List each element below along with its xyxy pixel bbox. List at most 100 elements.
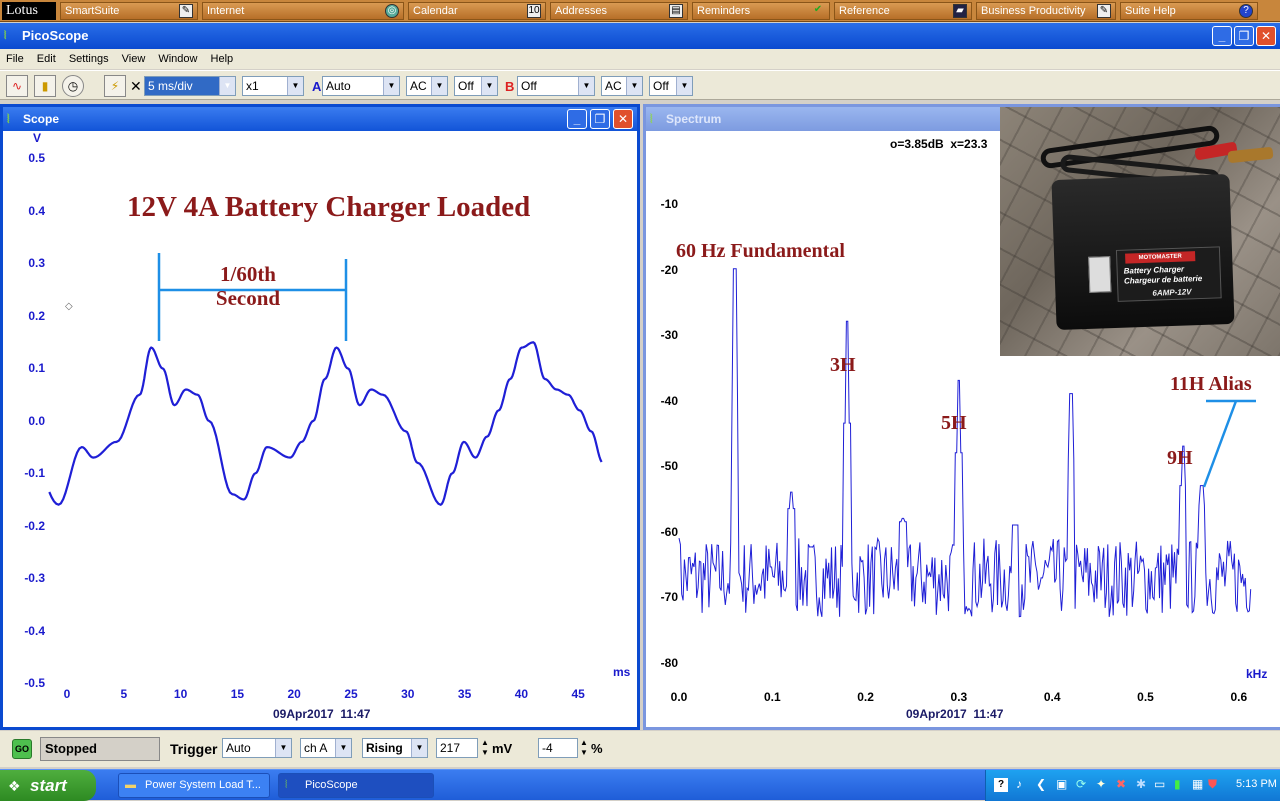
menu-edit[interactable]: Edit bbox=[36, 53, 56, 65]
tray-network-icon[interactable]: ▣ bbox=[1056, 777, 1068, 791]
scope-x-tick: 0 bbox=[63, 687, 71, 701]
globe-icon: ◎ bbox=[385, 4, 399, 18]
trigger-edge-select[interactable]: Rising ▼ bbox=[362, 738, 428, 758]
timebase-select[interactable]: 5 ms/div ▼ bbox=[144, 76, 236, 96]
channel-a-range-select[interactable]: Auto ▼ bbox=[322, 76, 400, 96]
minimize-button[interactable]: _ bbox=[1212, 26, 1232, 46]
trigger-channel-select[interactable]: ch A ▼ bbox=[300, 738, 352, 758]
scope-maximize-button[interactable]: ❐ bbox=[590, 109, 610, 129]
scope-y-tick: 0.0 bbox=[28, 413, 45, 428]
go-button[interactable]: GO bbox=[12, 739, 32, 759]
spectrum-title: Spectrum bbox=[666, 112, 722, 126]
spectrum-y-tick: -60 bbox=[660, 524, 678, 539]
lotus-smartsuite[interactable]: SmartSuite ✎ bbox=[60, 2, 198, 20]
tray-display-icon[interactable]: ▦ bbox=[1192, 777, 1204, 791]
tray-monitor-icon[interactable]: ▭ bbox=[1154, 777, 1166, 791]
charger-label-panel: MOTOMASTER Battery Charger Chargeur de b… bbox=[1115, 246, 1222, 302]
tray-arrow-icon[interactable]: ❮ bbox=[1036, 777, 1047, 791]
charger-body: MOTOMASTER Battery Charger Chargeur de b… bbox=[1051, 173, 1235, 331]
channel-a-label: A bbox=[312, 79, 322, 94]
status-bar: GO Stopped Trigger Auto ▼ ch A ▼ Rising ▼ 2… bbox=[0, 731, 1280, 767]
tray-volume-icon[interactable]: ♪ bbox=[1016, 777, 1022, 791]
folder-icon: ▬ bbox=[125, 779, 136, 791]
tray-help-icon[interactable]: ? bbox=[994, 778, 1008, 792]
spectrum-x-unit: kHz bbox=[1246, 667, 1268, 681]
start-button[interactable]: ❖ start bbox=[0, 770, 96, 801]
spectrum-x-tick: 0.2 bbox=[857, 690, 874, 704]
trigger-level-spinner[interactable]: ▲ ▼ bbox=[481, 738, 489, 757]
lotus-logo[interactable]: Lotus bbox=[2, 2, 56, 20]
channel-a-coupling-select[interactable]: AC ▼ bbox=[406, 76, 448, 96]
tray-security-icon[interactable]: ⛊ bbox=[1208, 777, 1218, 791]
trigger-marker-icon[interactable]: ◇ bbox=[65, 301, 73, 312]
period-annotation-line2: Second bbox=[215, 286, 281, 310]
period-annotation-line1: 1/60th bbox=[219, 262, 276, 286]
smartsuite-icon: ✎ bbox=[179, 4, 193, 18]
channel-a-offset-select[interactable]: Off ▼ bbox=[454, 76, 498, 96]
multiplier-select[interactable]: x1 ▼ bbox=[242, 76, 304, 96]
lotus-addresses[interactable]: Addresses ▤ bbox=[550, 2, 688, 20]
scope-minimize-button[interactable]: _ bbox=[567, 109, 587, 129]
app-title: PicoScope bbox=[22, 28, 89, 43]
channel-b-label: B bbox=[505, 79, 515, 94]
spectrum-y-tick: -50 bbox=[660, 459, 678, 473]
menu-window[interactable]: Window bbox=[158, 53, 198, 65]
trigger-mode-select[interactable]: Auto ▼ bbox=[222, 738, 292, 758]
pretrigger-spinner[interactable]: ▲ ▼ bbox=[580, 738, 588, 757]
lotus-suite-help[interactable]: Suite Help? bbox=[1120, 2, 1258, 20]
lotus-reference[interactable]: Reference ▰ bbox=[834, 2, 972, 20]
lotus-business-productivity[interactable]: Business Productivity ✎ bbox=[976, 2, 1116, 20]
task-power-system[interactable]: ▬ Power System Load T... bbox=[118, 773, 270, 798]
spectrum-x-tick: 0.0 bbox=[670, 690, 688, 704]
maximize-button[interactable]: ❐ bbox=[1234, 26, 1254, 46]
tray-clock: 5:13 PM bbox=[1236, 778, 1277, 790]
menu-settings[interactable]: Settings bbox=[68, 53, 109, 65]
menu-file[interactable]: File bbox=[6, 53, 24, 65]
trigger-label: Trigger bbox=[170, 741, 218, 757]
eleventh-alias-label: 11H Alias bbox=[1170, 373, 1252, 395]
channel-b-range-select[interactable]: Off ▼ bbox=[517, 76, 595, 96]
fundamental-label: 60 Hz Fundamental bbox=[676, 240, 845, 262]
picoscope-task-icon: ⦚ bbox=[285, 779, 288, 791]
charger-meter bbox=[1088, 256, 1112, 293]
charger-brand: MOTOMASTER bbox=[1125, 251, 1196, 264]
run-state: Stopped bbox=[40, 737, 160, 761]
trigger-level-input[interactable]: 217 bbox=[436, 738, 478, 758]
signal-gen-icon[interactable]: ⚡ bbox=[104, 75, 126, 97]
scope-x-tick: 15 bbox=[230, 687, 245, 701]
lotus-calendar[interactable]: Calendar 10 bbox=[408, 2, 546, 20]
charger-line2: Chargeur de batterie bbox=[1123, 273, 1203, 286]
tray-bluetooth-icon[interactable]: ✱ bbox=[1136, 777, 1147, 791]
close-button[interactable]: ✕ bbox=[1256, 26, 1276, 46]
pretrigger-input[interactable]: -4 bbox=[538, 738, 578, 758]
channel-b-offset-select[interactable]: Off ▼ bbox=[649, 76, 693, 96]
tray-app-icon[interactable]: ✦ bbox=[1096, 777, 1107, 791]
tray-battery-icon[interactable]: ▮ bbox=[1174, 777, 1181, 791]
scope-x-tick: 45 bbox=[571, 687, 585, 701]
spectrum-y-tick: -30 bbox=[660, 328, 678, 342]
scope-y-tick: -0.2 bbox=[24, 518, 45, 533]
scope-mode-icon[interactable]: ∿ bbox=[6, 75, 28, 97]
channel-b-coupling-select[interactable]: AC ▼ bbox=[601, 76, 643, 96]
scope-x-tick: 30 bbox=[401, 687, 415, 701]
lotus-reminders[interactable]: Reminders ✔ bbox=[692, 2, 830, 20]
ninth-harmonic-label: 9H bbox=[1167, 447, 1193, 469]
menu-view[interactable]: View bbox=[121, 53, 146, 65]
meter-mode-icon[interactable]: ◷ bbox=[62, 75, 84, 97]
task-picoscope[interactable]: ⦚ PicoScope bbox=[278, 773, 434, 798]
tray-tool-icon[interactable]: ✖ bbox=[1116, 777, 1127, 791]
fifth-harmonic-label: 5H bbox=[941, 412, 967, 434]
tray-sync-icon[interactable]: ⟳ bbox=[1076, 777, 1087, 791]
close-x-icon[interactable]: ✕ bbox=[130, 78, 142, 94]
spectrum-x-tick: 0.1 bbox=[763, 690, 781, 704]
productivity-icon: ✎ bbox=[1097, 4, 1111, 18]
lotus-internet[interactable]: Internet ◎ bbox=[202, 2, 404, 20]
scope-y-tick: -0.5 bbox=[24, 676, 45, 690]
start-label: start bbox=[30, 776, 67, 795]
spectrum-y-tick: -10 bbox=[660, 197, 678, 211]
scope-close-button[interactable]: ✕ bbox=[613, 109, 633, 129]
menu-help[interactable]: Help bbox=[210, 53, 234, 65]
spectrum-mode-icon[interactable]: ▮ bbox=[34, 75, 56, 97]
scope-y-tick: 0.5 bbox=[28, 151, 45, 165]
scope-title-bar: ⦚ Scope _ ❐ ✕ bbox=[3, 107, 637, 131]
